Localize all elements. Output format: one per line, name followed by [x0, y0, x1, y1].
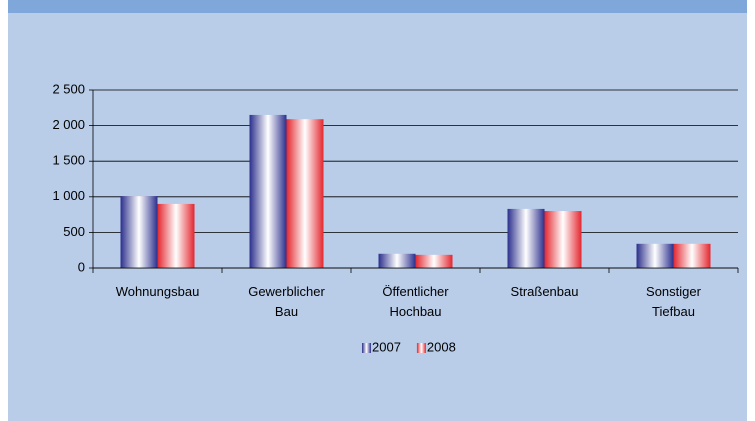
y-tick-label: 0 [78, 259, 85, 274]
bar [286, 119, 324, 268]
bar [249, 114, 287, 268]
x-tick-label: Sonstiger Tiefbau [646, 284, 702, 319]
x-tick-label: Straßenbau [511, 284, 579, 299]
legend-label: 2008 [427, 339, 456, 354]
y-tick-label: 2 500 [52, 81, 85, 96]
y-tick-label: 500 [63, 224, 85, 239]
bar [120, 196, 158, 268]
legend-swatch [416, 343, 426, 353]
legend-swatch [362, 343, 371, 353]
x-tick-label: Öffentlicher Hochbau [382, 284, 449, 319]
y-tick-label: 1 000 [52, 188, 85, 203]
x-tick-label: Wohnungsbau [116, 284, 200, 299]
bar [157, 203, 195, 268]
bar [507, 208, 545, 268]
background [8, 0, 747, 421]
x-tick-label: Gewerblicher Bau [248, 284, 325, 319]
y-tick-label: 2 000 [52, 117, 85, 132]
header-band [8, 0, 747, 13]
bar [415, 254, 453, 268]
legend-label: 2007 [372, 339, 401, 354]
bar [673, 243, 711, 268]
bar [636, 243, 674, 268]
y-tick-label: 1 500 [52, 153, 85, 168]
bar [378, 253, 416, 268]
bar [544, 211, 582, 268]
